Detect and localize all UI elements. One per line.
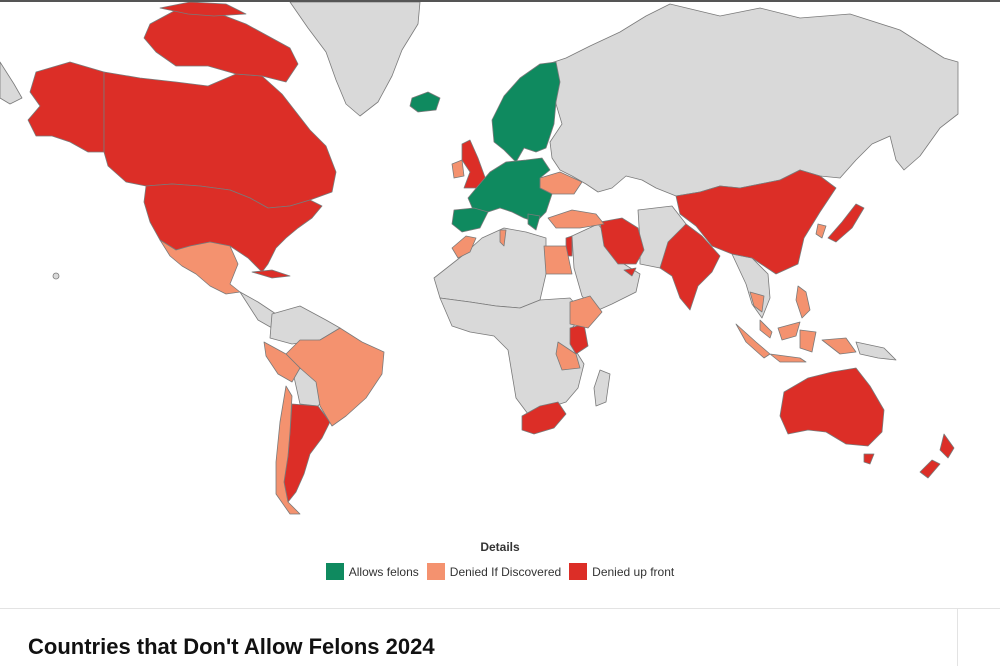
region-malaysia[interactable] xyxy=(759,319,801,341)
world-map-svg[interactable] xyxy=(0,2,1000,532)
legend-title: Details xyxy=(480,540,520,554)
region-morocco[interactable] xyxy=(451,235,477,259)
map-legend: Details Allows felons Denied If Discover… xyxy=(0,540,1000,580)
legend-label: Denied up front xyxy=(592,564,675,579)
denied-if-discovered-regions xyxy=(159,159,857,515)
region-south-africa[interactable] xyxy=(521,401,567,435)
region-china[interactable] xyxy=(675,169,837,275)
region-australia[interactable] xyxy=(779,367,885,447)
region-thailand[interactable] xyxy=(749,291,765,313)
legend-label: Allows felons xyxy=(348,564,419,579)
region-indonesia[interactable] xyxy=(735,323,857,363)
region-chukotka[interactable] xyxy=(0,61,23,105)
region-tanzania[interactable] xyxy=(555,341,581,371)
region-india[interactable] xyxy=(659,223,721,311)
region-chile[interactable] xyxy=(275,385,301,515)
region-hawaii[interactable] xyxy=(52,272,60,280)
region-peru[interactable] xyxy=(263,341,301,383)
region-central-america[interactable] xyxy=(239,291,277,329)
region-philippines[interactable] xyxy=(795,285,811,319)
denied-up-front-regions xyxy=(27,2,955,503)
region-canada[interactable] xyxy=(103,71,337,209)
no-data-land xyxy=(0,2,959,415)
legend-label: Denied If Discovered xyxy=(449,564,562,579)
region-alaska[interactable] xyxy=(27,61,105,153)
region-tasmania[interactable] xyxy=(863,453,875,465)
legend-swatch-salmon xyxy=(426,563,445,580)
region-scandinavia[interactable] xyxy=(491,61,561,163)
region-canada-arctic-islands[interactable] xyxy=(143,9,299,83)
legend-swatch-red xyxy=(569,563,588,580)
region-canada-islands-n[interactable] xyxy=(159,2,247,17)
region-tunisia[interactable] xyxy=(499,229,507,247)
legend-swatch-green xyxy=(325,563,344,580)
region-central-africa[interactable] xyxy=(439,297,585,415)
region-iberia[interactable] xyxy=(451,207,489,233)
region-greenland[interactable] xyxy=(289,2,421,117)
region-new-zealand[interactable] xyxy=(919,433,955,479)
region-brazil[interactable] xyxy=(285,327,385,427)
region-png[interactable] xyxy=(855,341,897,361)
legend-item-allows-felons[interactable]: Allows felons xyxy=(325,563,419,580)
region-ethiopia[interactable] xyxy=(569,295,603,329)
region-madagascar[interactable] xyxy=(593,369,611,407)
region-mexico[interactable] xyxy=(159,239,241,295)
region-north-africa[interactable] xyxy=(433,227,547,309)
allows-felons-regions xyxy=(409,61,561,233)
region-uae[interactable] xyxy=(623,267,637,277)
region-russia[interactable] xyxy=(547,3,959,197)
region-cuba[interactable] xyxy=(251,269,291,279)
region-ireland[interactable] xyxy=(451,159,465,179)
section-divider xyxy=(0,608,1000,609)
world-map[interactable] xyxy=(0,2,1000,532)
legend-item-denied-if-discovered[interactable]: Denied If Discovered xyxy=(426,563,562,580)
region-turkey[interactable] xyxy=(547,209,605,229)
legend-items: Allows felons Denied If Discovered Denie… xyxy=(0,563,1000,580)
region-iran[interactable] xyxy=(599,217,645,265)
top-border xyxy=(0,0,1000,2)
region-greece[interactable] xyxy=(527,213,541,231)
region-japan[interactable] xyxy=(827,203,865,243)
legend-item-denied-up-front[interactable]: Denied up front xyxy=(569,563,674,580)
region-south-korea[interactable] xyxy=(815,223,827,239)
sidebar-divider xyxy=(957,609,958,666)
page-title: Countries that Don't Allow Felons 2024 xyxy=(28,634,435,659)
region-egypt[interactable] xyxy=(543,245,573,275)
region-iceland[interactable] xyxy=(409,91,441,113)
